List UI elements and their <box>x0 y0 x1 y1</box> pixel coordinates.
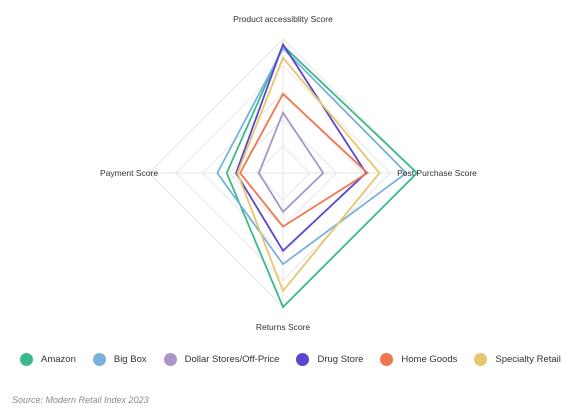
series-drug-store[interactable] <box>235 42 368 253</box>
legend-label: Drug Store <box>317 353 364 365</box>
legend-swatch <box>92 352 106 366</box>
legend-swatch <box>296 352 310 366</box>
legend-swatch <box>163 352 177 366</box>
legend-label: Dollar Stores/Off-Price <box>184 353 280 365</box>
legend-swatch <box>474 352 488 366</box>
radar-grid <box>148 38 418 308</box>
legend-swatch <box>380 352 394 366</box>
source-note: Source: Modern Retail Index 2023 <box>12 395 149 405</box>
legend-item-dollar-stores[interactable]: Dollar Stores/Off-Price <box>163 352 280 366</box>
axis-label-product-accessibility: Product accessiblity Score <box>233 14 333 24</box>
legend-item-big-box[interactable]: Big Box <box>92 352 147 366</box>
legend-item-specialty-retail[interactable]: Specialty Retail <box>474 352 561 366</box>
legend-label: Big Box <box>113 353 147 365</box>
legend-swatch <box>20 352 33 366</box>
axis-label-returns: Returns Score <box>256 322 311 332</box>
series-home-goods[interactable] <box>239 92 369 228</box>
legend-label: Home Goods <box>401 353 458 365</box>
legend-item-drug-store[interactable]: Drug Store <box>296 352 364 366</box>
legend-label: Specialty Retail <box>495 353 561 365</box>
series-amazon[interactable] <box>225 44 419 309</box>
radar-chart: Product accessiblity Score Post Purchase… <box>100 14 477 332</box>
series-dollar-stores-off-price[interactable] <box>257 110 325 214</box>
legend: Amazon Big Box Dollar Stores/Off-Price D… <box>20 349 561 369</box>
radar-series <box>216 42 419 309</box>
axis-label-post-purchase: Post Purchase Score <box>397 168 477 178</box>
legend-item-amazon[interactable]: Amazon <box>20 352 76 366</box>
axis-label-payment: Payment Score <box>100 168 158 178</box>
series-big-box[interactable] <box>216 46 408 266</box>
legend-label: Amazon <box>41 353 76 365</box>
legend-item-home-goods[interactable]: Home Goods <box>380 352 458 366</box>
series-specialty-retail[interactable] <box>236 56 381 293</box>
